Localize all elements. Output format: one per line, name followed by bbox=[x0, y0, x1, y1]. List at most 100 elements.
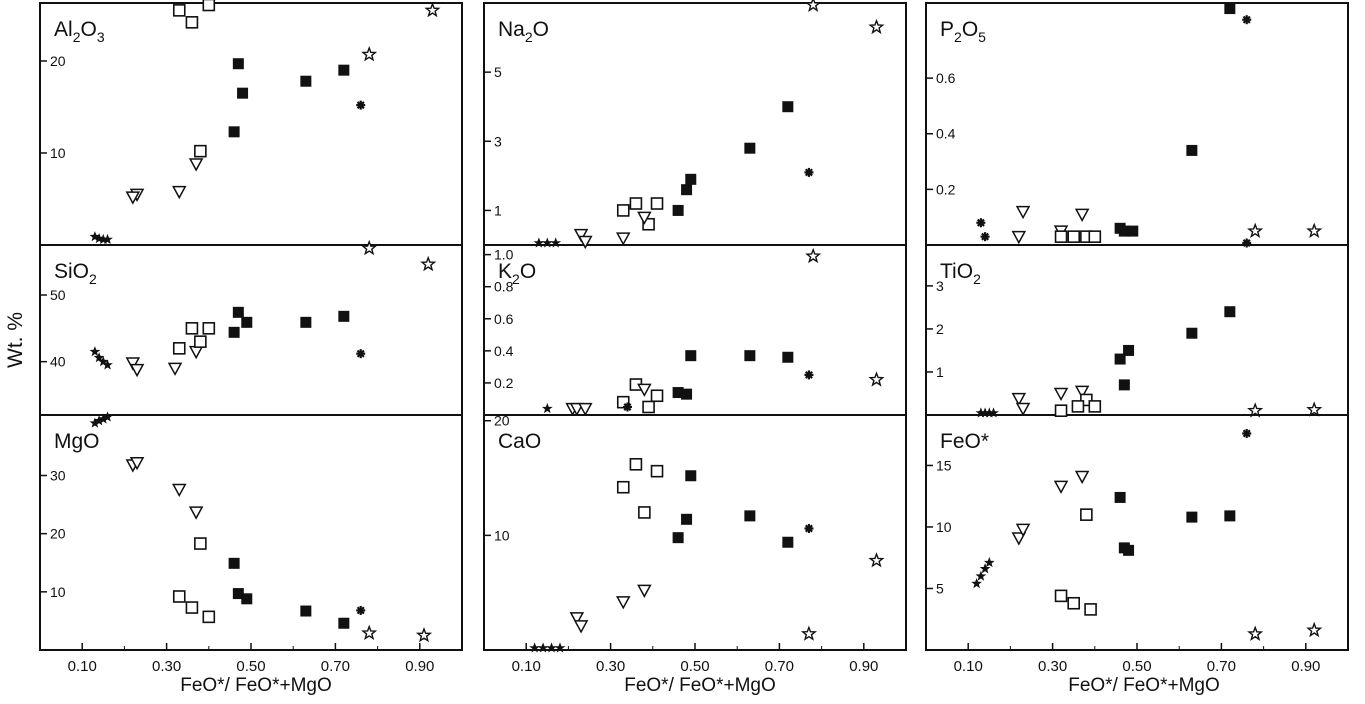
marker-filled-square bbox=[1114, 353, 1126, 365]
marker-open-triangle bbox=[1011, 392, 1027, 407]
column-frame-3 bbox=[925, 2, 1349, 651]
marker-open-triangle bbox=[1074, 470, 1090, 485]
marker-small-star bbox=[533, 237, 545, 248]
marker-small-star bbox=[102, 359, 113, 370]
marker-filled-square bbox=[232, 58, 244, 70]
label-subscript: 3 bbox=[97, 29, 105, 45]
marker-small-star bbox=[89, 346, 101, 357]
marker-filled-square bbox=[1224, 3, 1236, 15]
marker-open-triangle bbox=[188, 158, 204, 172]
column-frame-2 bbox=[483, 2, 907, 651]
panel-label: FeO* bbox=[940, 430, 989, 453]
marker-filled-square bbox=[744, 142, 756, 154]
label-text: MgO bbox=[54, 430, 100, 453]
marker-filled-square bbox=[338, 617, 350, 629]
marker-open-square bbox=[1054, 589, 1068, 603]
x-tick-label: 0.30 bbox=[1038, 658, 1067, 675]
x-tick-label: 0.10 bbox=[954, 658, 983, 675]
label-subscript: 2 bbox=[73, 29, 81, 45]
marker-filled-square bbox=[300, 75, 312, 87]
marker-filled-square bbox=[338, 64, 350, 76]
marker-open-square bbox=[642, 217, 655, 231]
marker-open-square bbox=[629, 197, 643, 210]
marker-open-square bbox=[1088, 230, 1102, 243]
y-tick-label: 3 bbox=[494, 133, 502, 149]
y-tick-label: 20 bbox=[50, 526, 66, 542]
marker-open-square bbox=[1080, 393, 1093, 407]
label-text: K bbox=[498, 260, 512, 283]
marker-open-triangle bbox=[1074, 208, 1090, 222]
y-tick-label: 0.8 bbox=[494, 279, 514, 295]
marker-asterisk bbox=[1242, 428, 1252, 438]
marker-open-triangle bbox=[1015, 402, 1031, 417]
marker-filled-square bbox=[300, 605, 312, 617]
marker-open-star bbox=[868, 371, 885, 387]
marker-open-square bbox=[202, 610, 216, 624]
label-subscript: 2 bbox=[512, 271, 520, 287]
panel-na2o: 1 3 5 Na2O bbox=[484, 0, 885, 250]
label-text: O bbox=[520, 260, 536, 283]
x-tick-label: 0.90 bbox=[405, 658, 434, 675]
marker-open-triangle bbox=[578, 235, 593, 250]
label-text: Na bbox=[498, 18, 525, 41]
marker-asterisk bbox=[622, 402, 632, 412]
marker-open-triangle bbox=[1011, 532, 1027, 546]
marker-open-square bbox=[185, 601, 199, 614]
y-tick-label: 3 bbox=[936, 278, 944, 294]
label-text: Al bbox=[54, 18, 73, 41]
marker-small-star bbox=[983, 556, 995, 568]
x-tick-label: 0.70 bbox=[1207, 658, 1236, 675]
y-tick-label: 5 bbox=[936, 580, 944, 596]
marker-filled-square bbox=[1127, 225, 1139, 237]
marker-open-square bbox=[194, 335, 207, 348]
y-tick-label: 0.6 bbox=[494, 311, 514, 327]
panel-label: TiO2 bbox=[940, 260, 981, 287]
marker-open-star bbox=[415, 627, 433, 643]
marker-open-square bbox=[172, 590, 186, 603]
x-tick-label: 0.10 bbox=[512, 658, 541, 675]
marker-filled-square bbox=[685, 173, 697, 185]
marker-open-triangle bbox=[1053, 387, 1069, 402]
marker-open-triangle bbox=[188, 506, 204, 520]
label-subscript: 5 bbox=[978, 29, 986, 45]
marker-open-triangle bbox=[573, 228, 589, 243]
marker-asterisk bbox=[356, 100, 366, 110]
marker-small-star bbox=[541, 237, 553, 248]
marker-open-triangle bbox=[1015, 205, 1031, 220]
marker-filled-square bbox=[232, 588, 244, 600]
marker-open-star bbox=[424, 1, 441, 18]
marker-open-star bbox=[1247, 402, 1264, 418]
marker-small-star bbox=[971, 578, 982, 589]
marker-small-star bbox=[979, 563, 991, 574]
marker-open-square bbox=[1084, 603, 1097, 616]
y-tick-label: 1 bbox=[936, 364, 944, 380]
panel-al2o3: 10 20 Al2O3 bbox=[40, 0, 441, 245]
y-tick-label: 0.6 bbox=[936, 70, 956, 86]
x-axis-label-col3: FeO*/ FeO*+MgO bbox=[1068, 675, 1220, 696]
marker-open-star bbox=[800, 625, 817, 641]
label-text: FeO* bbox=[940, 430, 989, 453]
marker-open-triangle bbox=[171, 483, 187, 498]
marker-asterisk bbox=[804, 523, 814, 533]
marker-filled-square bbox=[782, 536, 794, 548]
marker-open-triangle bbox=[188, 345, 204, 360]
marker-open-square bbox=[629, 457, 643, 471]
marker-open-star bbox=[1306, 621, 1323, 638]
marker-open-star bbox=[805, 247, 822, 264]
marker-small-star bbox=[93, 352, 105, 363]
marker-filled-square bbox=[744, 510, 756, 522]
label-text: SiO bbox=[54, 260, 89, 283]
marker-open-triangle bbox=[129, 456, 145, 471]
label-subscript: 2 bbox=[973, 271, 981, 287]
marker-filled-square bbox=[1118, 225, 1130, 237]
marker-open-square bbox=[1088, 400, 1102, 413]
marker-open-triangle bbox=[171, 185, 187, 200]
marker-small-star bbox=[541, 402, 553, 414]
marker-open-triangle bbox=[637, 383, 652, 397]
marker-small-star bbox=[89, 231, 101, 242]
marker-filled-square bbox=[1224, 510, 1236, 522]
